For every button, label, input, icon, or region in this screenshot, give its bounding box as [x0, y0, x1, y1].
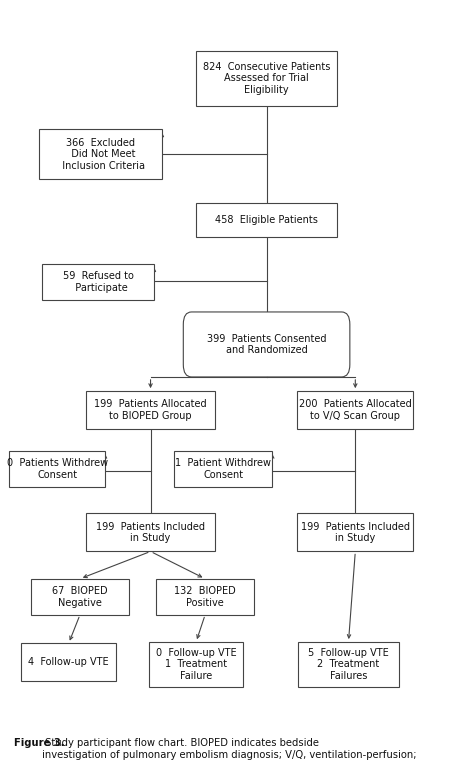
FancyBboxPatch shape — [196, 51, 337, 106]
Text: 199  Patients Included
in Study: 199 Patients Included in Study — [301, 521, 410, 543]
Text: 0  Patients Withdrew
Consent: 0 Patients Withdrew Consent — [7, 458, 108, 480]
Text: 4  Follow-up VTE: 4 Follow-up VTE — [28, 657, 109, 667]
FancyBboxPatch shape — [86, 514, 215, 551]
FancyBboxPatch shape — [39, 130, 162, 179]
Text: Figure 3.: Figure 3. — [14, 738, 64, 749]
FancyBboxPatch shape — [196, 203, 337, 237]
Text: 1  Patient Withdrew
Consent: 1 Patient Withdrew Consent — [175, 458, 271, 480]
FancyBboxPatch shape — [299, 642, 399, 687]
FancyBboxPatch shape — [149, 642, 243, 687]
Text: 824  Consecutive Patients
Assessed for Trial
Eligibility: 824 Consecutive Patients Assessed for Tr… — [203, 61, 330, 95]
FancyBboxPatch shape — [43, 264, 154, 300]
Text: 200  Patients Allocated
to V/Q Scan Group: 200 Patients Allocated to V/Q Scan Group — [299, 399, 412, 421]
FancyBboxPatch shape — [183, 312, 350, 377]
Text: 199  Patients Included
in Study: 199 Patients Included in Study — [96, 521, 205, 543]
FancyBboxPatch shape — [21, 644, 117, 681]
FancyBboxPatch shape — [86, 391, 215, 429]
Text: 59  Refused to
  Participate: 59 Refused to Participate — [63, 271, 134, 293]
Text: 399  Patients Consented
and Randomized: 399 Patients Consented and Randomized — [207, 333, 326, 356]
Text: 0  Follow-up VTE
1  Treatment
Failure: 0 Follow-up VTE 1 Treatment Failure — [156, 648, 237, 681]
FancyBboxPatch shape — [156, 579, 254, 614]
Text: 199  Patients Allocated
to BIOPED Group: 199 Patients Allocated to BIOPED Group — [94, 399, 207, 421]
Text: 5  Follow-up VTE
2  Treatment
Failures: 5 Follow-up VTE 2 Treatment Failures — [308, 648, 389, 681]
FancyBboxPatch shape — [31, 579, 129, 614]
Text: 67  BIOPED
Negative: 67 BIOPED Negative — [52, 586, 108, 607]
Text: Study participant flow chart. BIOPED indicates bedside
investigation of pulmonar: Study participant flow chart. BIOPED ind… — [42, 738, 416, 760]
FancyBboxPatch shape — [297, 514, 413, 551]
FancyBboxPatch shape — [297, 391, 413, 429]
FancyBboxPatch shape — [174, 451, 272, 487]
Text: 366  Excluded
  Did Not Meet
  Inclusion Criteria: 366 Excluded Did Not Meet Inclusion Crit… — [56, 137, 145, 171]
Text: 458  Eligible Patients: 458 Eligible Patients — [215, 215, 318, 225]
FancyBboxPatch shape — [9, 451, 105, 487]
Text: 132  BIOPED
Positive: 132 BIOPED Positive — [174, 586, 236, 607]
